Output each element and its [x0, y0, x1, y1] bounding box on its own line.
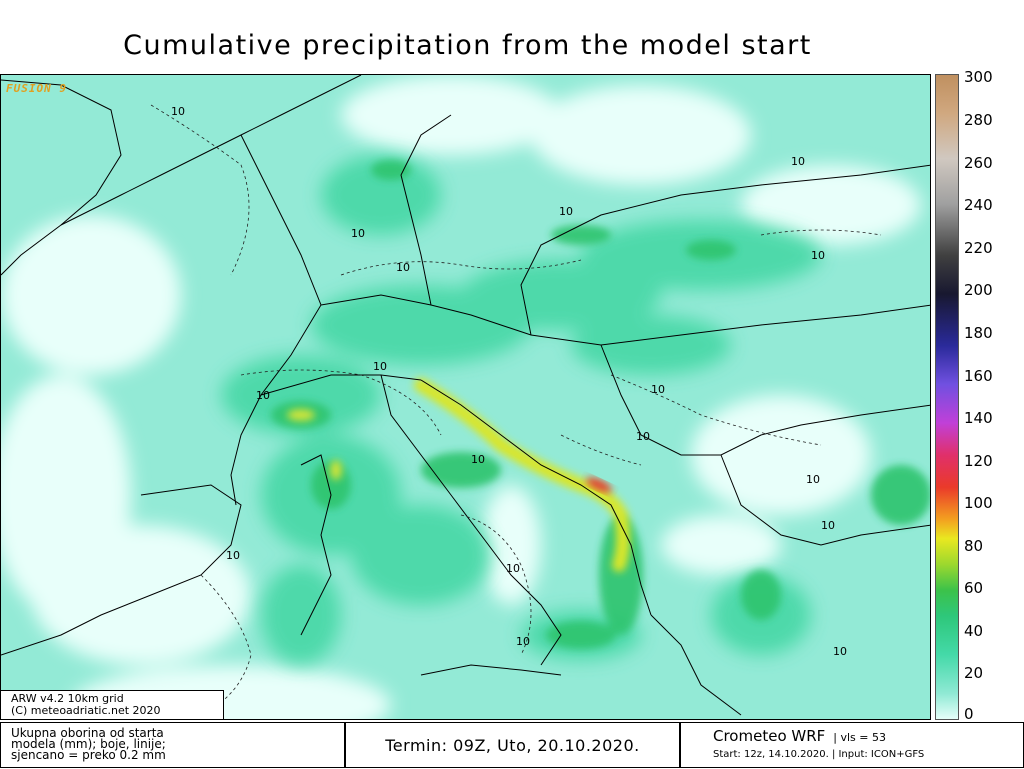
brand-name: Crometeo WRF [713, 727, 826, 745]
moderate-precipitation [221, 155, 821, 665]
colorbar-tick: 160 [964, 367, 993, 385]
legend-line: sjencano = preko 0.2 mm [11, 748, 166, 762]
colorbar-tick: 300 [964, 68, 993, 86]
vertical-levels: | vls = 53 [833, 731, 886, 744]
contour-labels: 10 10 10 10 10 10 10 10 10 10 10 10 10 1… [171, 105, 847, 658]
colorbar-labels: 300 280 260 240 220 200 180 160 140 120 … [964, 68, 1020, 723]
attribution-model: ARW v4.2 10km grid [11, 692, 124, 705]
contour-label: 10 [651, 383, 665, 396]
colorbar-tick: 0 [964, 705, 974, 723]
colorbar-tick: 220 [964, 239, 993, 257]
heavier-precipitation [271, 160, 930, 649]
model-attribution: ARW v4.2 10km grid (C) meteoadriatic.net… [0, 690, 224, 720]
contour-label: 10 [791, 155, 805, 168]
contour-label: 10 [559, 205, 573, 218]
precipitation-map: 10 10 10 10 10 10 10 10 10 10 10 10 10 1… [0, 74, 931, 720]
brand-info: Crometeo WRF | vls = 53 Start: 12z, 14.10… [680, 722, 1024, 768]
colorbar-tick: 240 [964, 196, 993, 214]
colorbar-tick: 140 [964, 409, 993, 427]
contour-label: 10 [636, 430, 650, 443]
contour-label: 10 [471, 453, 485, 466]
contour-label: 10 [506, 562, 520, 575]
contour-label: 10 [821, 519, 835, 532]
chart-title: Cumulative precipitation from the model … [123, 30, 812, 61]
contour-label: 10 [351, 227, 365, 240]
contour-label: 10 [256, 389, 270, 402]
colorbar-tick: 260 [964, 154, 993, 172]
map-svg: 10 10 10 10 10 10 10 10 10 10 10 10 10 1… [1, 75, 930, 719]
contour-label: 10 [806, 473, 820, 486]
contour-label: 10 [171, 105, 185, 118]
contour-label: 10 [516, 635, 530, 648]
attribution-copyright: (C) meteoadriatic.net 2020 [11, 704, 161, 717]
coastlines-borders [1, 75, 930, 716]
legend-line: Ukupna oborina od starta [11, 726, 164, 740]
colorbar-tick: 180 [964, 324, 993, 342]
colorbar-tick: 200 [964, 281, 993, 299]
colorbar-tick: 60 [964, 579, 984, 597]
colorbar-tick: 20 [964, 664, 984, 682]
contour-label: 10 [226, 549, 240, 562]
colorbar-tick: 120 [964, 452, 993, 470]
contour-label: 10 [833, 645, 847, 658]
contour-label: 10 [373, 360, 387, 373]
colorbar-tick: 80 [964, 537, 984, 555]
colorbar-tick: 280 [964, 111, 993, 129]
colorbar [935, 74, 959, 720]
colorbar-tick: 100 [964, 494, 993, 512]
start-time: Start: 12z, 14.10.2020. [713, 749, 829, 760]
footer-bar: Ukupna oborina od starta modela (mm); bo… [0, 722, 1024, 768]
legend-description: Ukupna oborina od starta modela (mm); bo… [0, 722, 345, 768]
fusion-watermark: FUSION 9 [6, 82, 67, 95]
legend-line: modela (mm); boje, linije; [11, 737, 166, 751]
valid-time: Termin: 09Z, Uto, 20.10.2020. [345, 722, 680, 768]
contour-label: 10 [396, 261, 410, 274]
input-models: | Input: ICON+GFS [831, 749, 925, 760]
dry-areas [1, 75, 921, 719]
extreme-precipitation [586, 477, 612, 493]
contour-label: 10 [811, 249, 825, 262]
colorbar-tick: 40 [964, 622, 984, 640]
very-heavy-precipitation [287, 378, 631, 572]
